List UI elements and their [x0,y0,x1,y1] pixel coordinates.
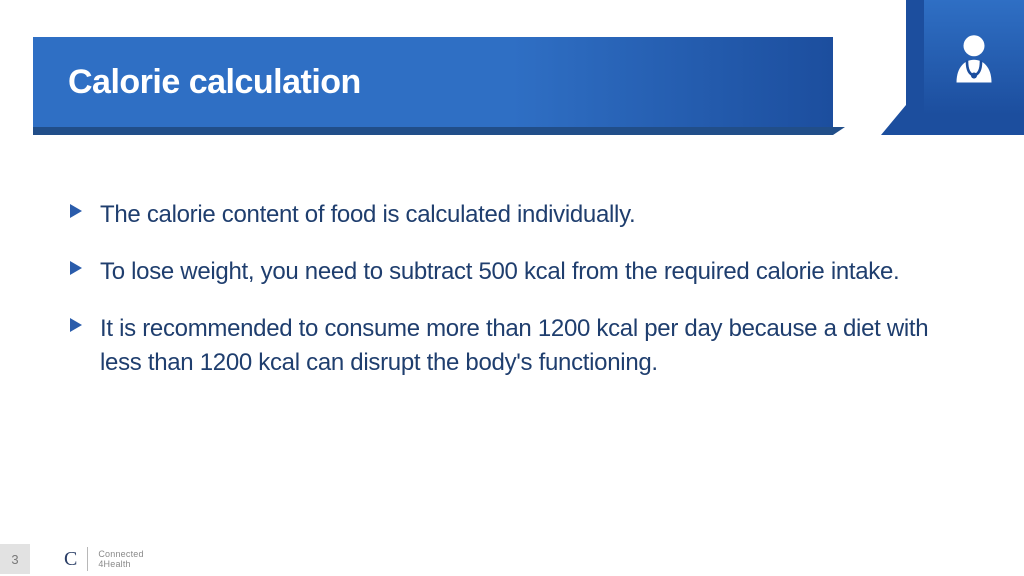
logo-text-line1: Connected [98,549,143,559]
slide: Calorie calculation The calorie content … [0,0,1024,576]
bullet-text: It is recommended to consume more than 1… [100,312,940,382]
logo-text: Connected 4Health [98,549,143,570]
bullet-item: It is recommended to consume more than 1… [70,312,940,382]
footer: 3 C Connected 4Health [0,542,144,576]
bullet-item: The calorie content of food is calculate… [70,198,940,233]
title-underline [33,127,833,135]
title-underline-fold [833,127,845,135]
bullet-text: The calorie content of food is calculate… [100,198,635,233]
body-content: The calorie content of food is calculate… [70,198,940,403]
logo-mark: C [64,548,77,571]
bullet-text: To lose weight, you need to subtract 500… [100,255,899,290]
bullet-item: To lose weight, you need to subtract 500… [70,255,940,290]
doctor-icon [946,30,1002,86]
footer-logo: C Connected 4Health [64,547,144,571]
logo-text-line2: 4Health [98,559,130,569]
triangle-bullet-icon [70,261,82,275]
title-bar: Calorie calculation [33,37,833,127]
logo-divider [87,547,88,571]
triangle-bullet-icon [70,204,82,218]
triangle-bullet-icon [70,318,82,332]
page-number: 3 [0,544,30,574]
slide-title: Calorie calculation [68,63,361,102]
corner-ribbon [924,0,1024,115]
